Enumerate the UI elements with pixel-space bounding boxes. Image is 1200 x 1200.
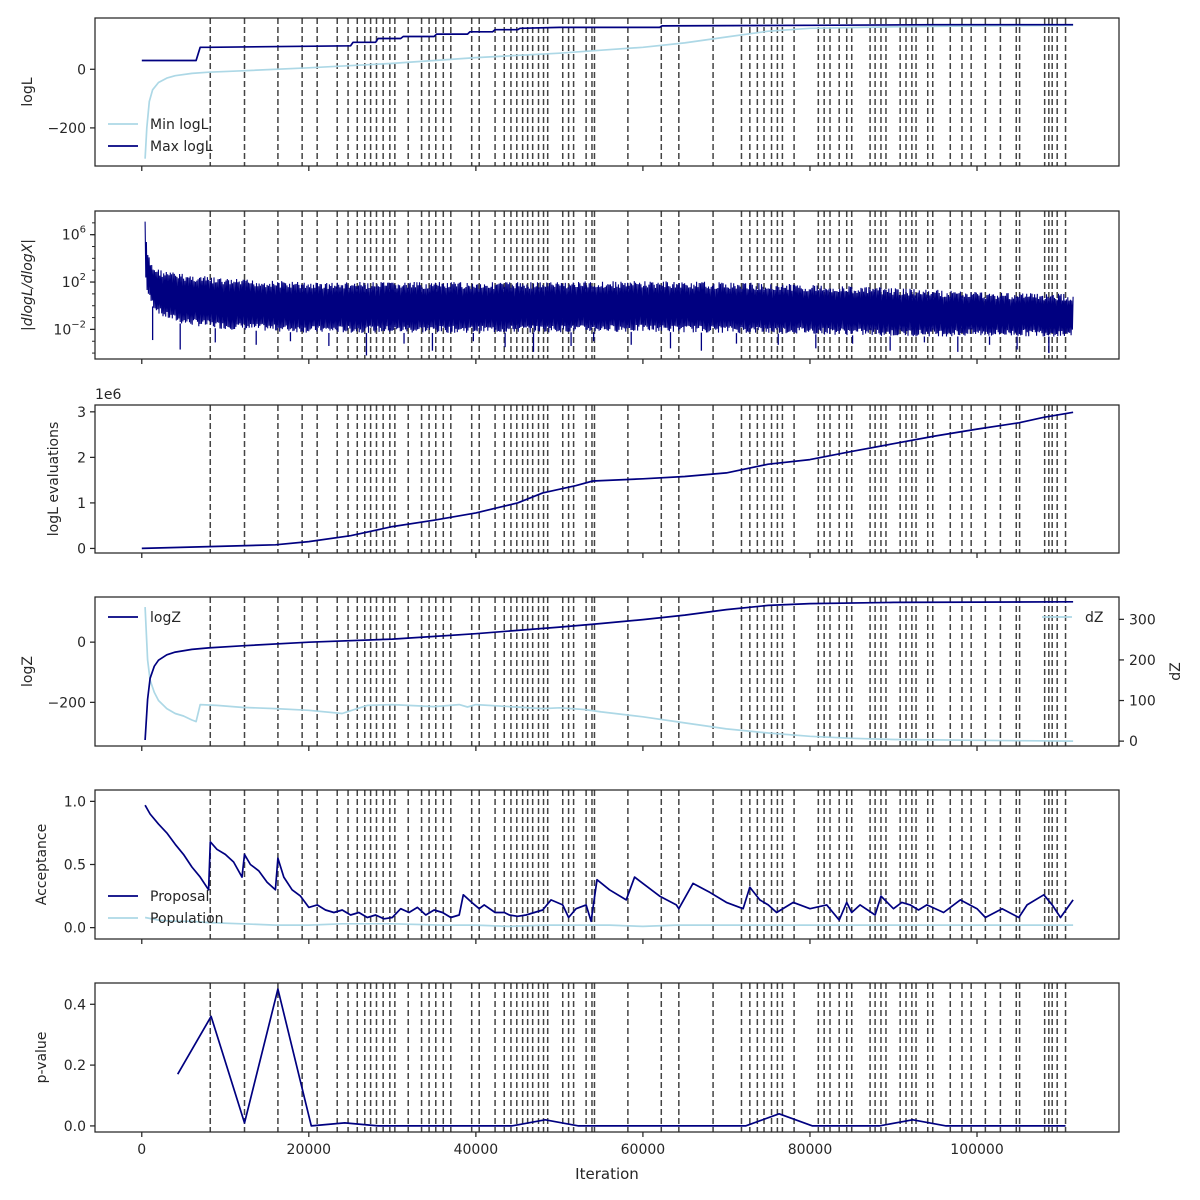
- legend-label: Min logL: [150, 117, 209, 133]
- y-axis-label: dZ: [1168, 662, 1184, 680]
- y-axis-label: Acceptance: [34, 824, 50, 905]
- y-axis-ticks: 0.0 0.2 0.4: [64, 997, 95, 1135]
- y-axis-label: |dlogL/dlogX|: [20, 239, 36, 331]
- y-axis-label: logL evaluations: [46, 422, 62, 537]
- series-line-population: [144, 916, 1074, 928]
- y-right-tick-label: 300: [1129, 612, 1156, 628]
- x-axis-ticks: [141, 359, 978, 364]
- x-tick-label: 80000: [788, 1142, 833, 1158]
- axes-frame: [94, 789, 1120, 940]
- x-tick-label: 40000: [454, 1142, 499, 1158]
- y-right-tick-label: 0: [1129, 734, 1138, 750]
- legend: Proposal Population: [108, 889, 224, 927]
- y-axis-ticks: 0.0 0.5 1.0: [64, 794, 95, 937]
- series-line-gradient: [144, 221, 1074, 337]
- y-tick-label: 0.4: [64, 997, 86, 1013]
- y-tick-label: 3: [77, 405, 86, 421]
- y-axis-label: logL: [20, 77, 36, 106]
- legend-label: dZ: [1085, 610, 1103, 626]
- gradient-spikes: [151, 306, 1050, 356]
- y-right-axis-ticks: 0 100 200 300: [1119, 612, 1156, 750]
- y-tick-label: 0.5: [64, 858, 86, 874]
- y-axis-ticks: 0 1 2 3: [77, 405, 95, 557]
- y-axis-label: logZ: [20, 656, 36, 687]
- x-axis-ticks: 0 20000 40000 60000 80000 100000: [137, 1132, 1004, 1158]
- y-tick-label: −200: [48, 121, 86, 137]
- axis-offset-text: 1e6: [95, 387, 122, 403]
- y-tick-label: 2: [77, 450, 86, 466]
- legend-right: dZ: [1042, 610, 1103, 626]
- y-tick-label: 106: [62, 225, 86, 244]
- series-line-main: [176, 988, 1066, 1127]
- series-line-max-logl: [141, 23, 1074, 62]
- y-axis-ticks: 10−2 102 106: [53, 225, 95, 338]
- y-axis-label: p-value: [34, 1032, 50, 1084]
- checkpoint-lines: [209, 790, 1067, 939]
- series-line-main: [141, 411, 1074, 550]
- y-tick-label: 1: [77, 496, 86, 512]
- y-axis-ticks: −200 0: [48, 635, 95, 711]
- checkpoint-lines: [209, 405, 1067, 553]
- x-tick-label: 60000: [621, 1142, 666, 1158]
- x-axis-ticks: [141, 553, 978, 558]
- x-axis-ticks: [141, 166, 978, 171]
- x-axis-ticks: [141, 939, 978, 944]
- y-tick-label: 0: [77, 635, 86, 651]
- y-tick-label: 0: [77, 62, 86, 78]
- y-tick-label: 0.2: [64, 1058, 86, 1074]
- y-right-tick-label: 200: [1129, 653, 1156, 669]
- series-line-min-logl: [144, 24, 1074, 159]
- y-tick-label: 0.0: [64, 921, 86, 937]
- axes-frame: [94, 17, 1120, 167]
- y-right-tick-label: 100: [1129, 694, 1156, 710]
- series-line-logz: [144, 600, 1074, 741]
- x-tick-label: 100000: [950, 1142, 1003, 1158]
- x-axis-label: Iteration: [575, 1165, 639, 1183]
- checkpoint-lines: [209, 597, 1067, 746]
- checkpoint-lines: [209, 983, 1067, 1132]
- x-tick-label: 0: [137, 1142, 146, 1158]
- legend: logZ: [108, 610, 181, 626]
- axes-frame: [94, 404, 1120, 554]
- series-line-proposal: [144, 804, 1074, 923]
- y-tick-label: 1.0: [64, 794, 86, 810]
- series-line-dz: [144, 607, 1074, 742]
- y-tick-label: 0: [77, 541, 86, 557]
- legend-label: logZ: [150, 610, 181, 626]
- legend-label: Population: [150, 911, 224, 927]
- legend: Min logL Max logL: [108, 117, 213, 155]
- y-tick-label: 0.0: [64, 1119, 86, 1135]
- legend-label: Proposal: [150, 889, 209, 905]
- y-tick-label: 10−2: [53, 319, 86, 338]
- y-tick-label: 102: [62, 272, 86, 291]
- y-tick-label: −200: [48, 695, 86, 711]
- axes-frame: [94, 596, 1120, 747]
- x-tick-label: 20000: [287, 1142, 332, 1158]
- y-axis-ticks: −200 0: [48, 62, 95, 137]
- legend-label: Max logL: [150, 139, 213, 155]
- axes-frame: [94, 982, 1120, 1133]
- axes-frame: [94, 210, 1120, 360]
- checkpoint-lines: [209, 18, 1067, 166]
- x-axis-ticks: [141, 746, 978, 751]
